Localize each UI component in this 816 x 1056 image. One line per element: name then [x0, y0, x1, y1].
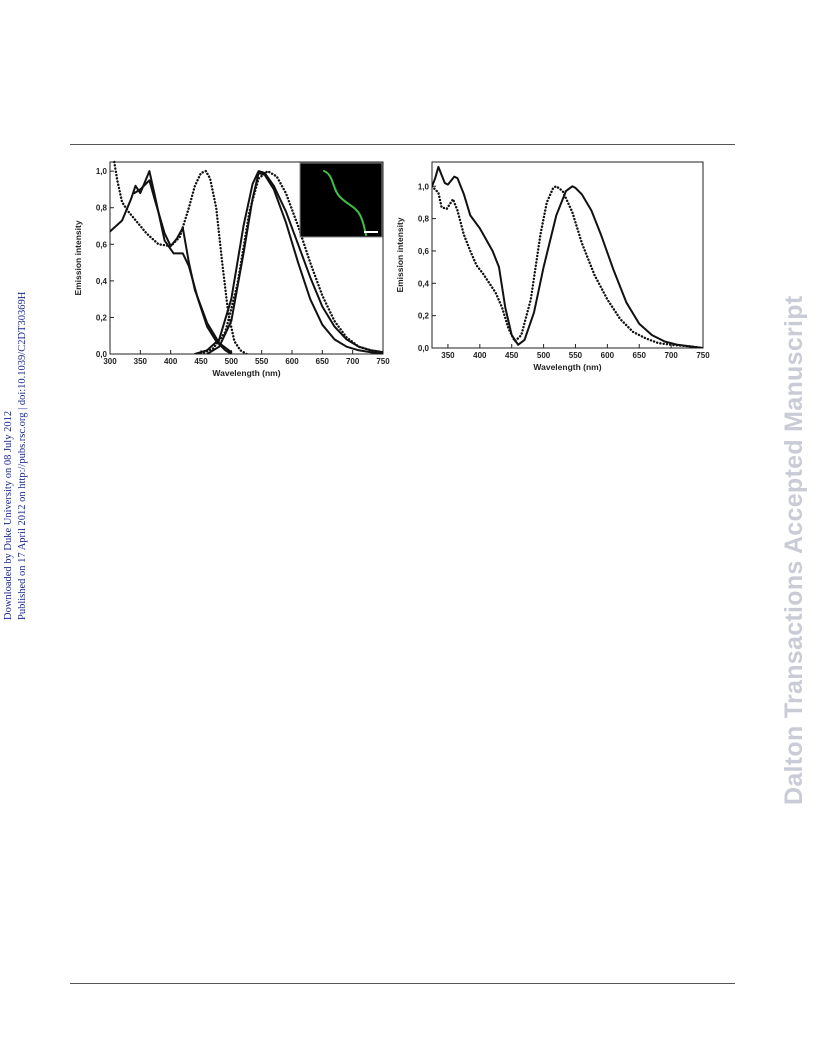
- header-rule: [70, 144, 735, 145]
- y-tick-label: 0,8: [418, 215, 430, 224]
- x-tick-label: 550: [569, 351, 583, 360]
- emission-chart-right: 350 400 450 500 550 600 650 700 750 0,0 0,2 0,4 0,6 0…: [395, 161, 710, 372]
- y-tick-label: 0,0: [418, 344, 430, 353]
- x-tick-label: 500: [225, 357, 239, 366]
- series-line-6: [199, 169, 383, 354]
- x-tick-label: 400: [473, 351, 487, 360]
- download-notice: Downloaded by Duke University on 08 July…: [2, 280, 30, 620]
- x-tick-label: 650: [633, 351, 647, 360]
- x-tick-label: 700: [346, 357, 360, 366]
- scale-bar: [364, 231, 378, 233]
- y-tick-label: 0,0: [96, 350, 108, 359]
- y-tick-label: 0,8: [96, 204, 108, 213]
- series-line-1: [432, 165, 703, 348]
- fiber-shape: [323, 170, 367, 236]
- x-tick-label: 300: [103, 357, 117, 366]
- x-axis-title: Wavelength (nm): [212, 368, 280, 378]
- x-tick-label: 700: [664, 351, 678, 360]
- series-line-5: [193, 170, 383, 354]
- x-tick-label: 600: [285, 357, 299, 366]
- footer-rule: [70, 983, 735, 984]
- x-tick-label: 400: [164, 357, 178, 366]
- y-tick-label: 1,0: [96, 167, 108, 176]
- y-tick-label: 0,2: [418, 312, 430, 321]
- emission-chart-left: 300 350 400 450 500 550 600 650 700 750 0,0 0,2 0,4 0…: [73, 160, 390, 378]
- watermark: Dalton Transactions Accepted Manuscript: [780, 295, 808, 806]
- y-tick-label: 0,4: [418, 279, 430, 288]
- x-tick-label: 450: [194, 357, 208, 366]
- series-line-3: [113, 160, 248, 354]
- x-tick-label: 550: [255, 357, 269, 366]
- y-axis-title: Emission intensity: [73, 220, 83, 295]
- series-line-1: [110, 170, 233, 354]
- y-tick-label: 1,0: [418, 182, 430, 191]
- inset-background: [299, 162, 383, 238]
- download-notice-line2[interactable]: Published on 17 April 2012 on http://pub…: [17, 291, 28, 620]
- y-tick-label: 0,6: [418, 247, 430, 256]
- x-tick-label: 750: [376, 357, 390, 366]
- x-tick-label: 350: [441, 351, 455, 360]
- y-axis-title: Emission intensity: [395, 217, 405, 292]
- x-tick-label: 600: [601, 351, 615, 360]
- series-group: [432, 165, 703, 348]
- x-axis-title: Wavelength (nm): [533, 362, 601, 372]
- series-line-2: [432, 185, 703, 348]
- y-tick-label: 0,2: [96, 313, 108, 322]
- download-notice-line1: Downloaded by Duke University on 08 July…: [3, 410, 14, 620]
- x-tick-label: 750: [696, 351, 710, 360]
- x-tick-label: 350: [134, 357, 148, 366]
- y-tick-label: 0,6: [96, 240, 108, 249]
- inset-micrograph: [299, 162, 383, 238]
- x-tick-label: 450: [505, 351, 519, 360]
- y-tick-label: 0,4: [96, 277, 108, 286]
- x-tick-label: 650: [316, 357, 330, 366]
- x-tick-label: 500: [537, 351, 551, 360]
- series-group: [110, 160, 383, 354]
- plot-frame: [431, 161, 704, 349]
